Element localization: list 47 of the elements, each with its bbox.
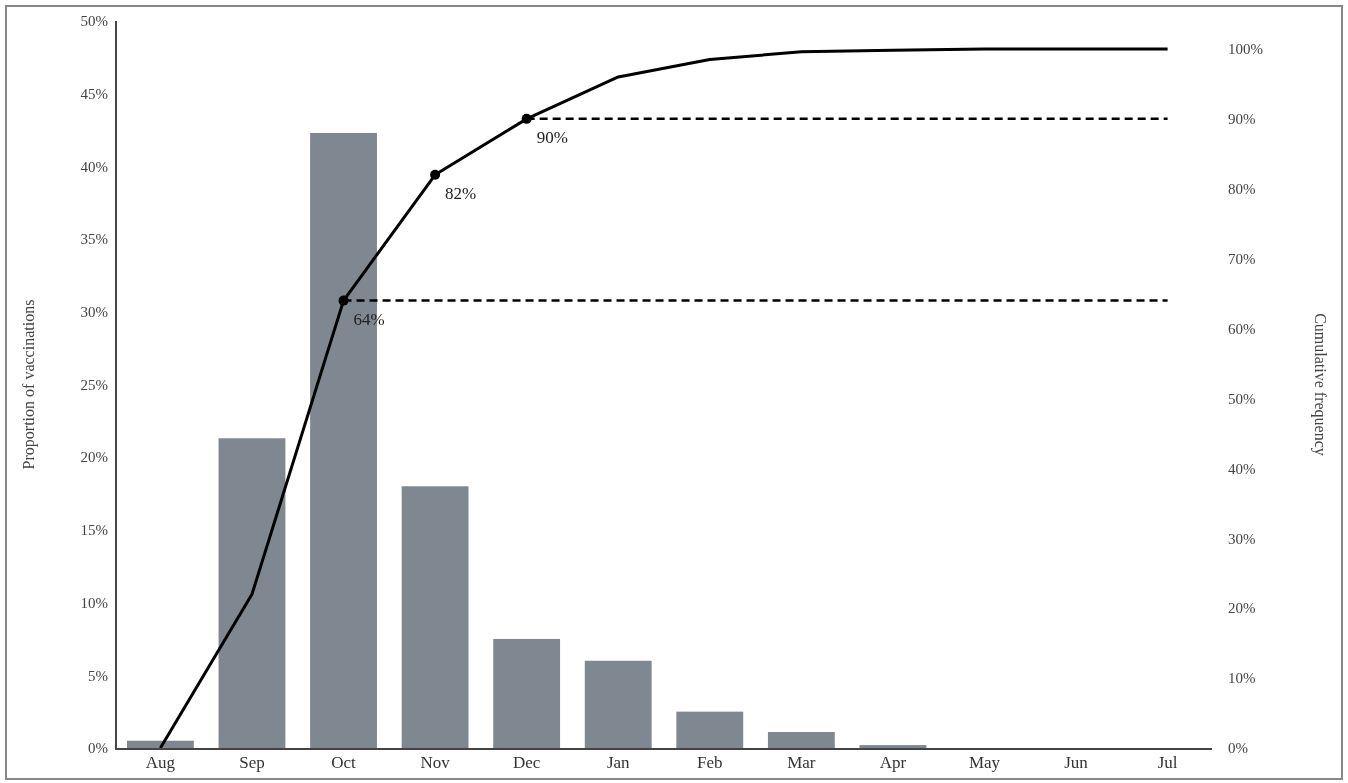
y-tick-label: 15%: [80, 522, 108, 539]
y-tick-label: 45%: [80, 85, 108, 102]
annotation: 82%: [445, 183, 477, 203]
y2-tick-label: 90%: [1228, 111, 1256, 128]
x-tick-label: Mar: [787, 753, 816, 772]
bar: [767, 732, 835, 748]
y-tick-label: 25%: [80, 376, 108, 393]
bar: [493, 638, 561, 748]
bar: [676, 711, 744, 748]
y-tick-label: 10%: [80, 594, 108, 611]
bar: [218, 438, 286, 748]
bar: [126, 740, 194, 748]
y2-tick-label: 20%: [1228, 600, 1256, 617]
x-tick-label: Apr: [879, 753, 907, 772]
y2-tick-label: 100%: [1228, 41, 1263, 58]
y2-tick-label: 80%: [1228, 181, 1256, 198]
y-tick-label: 40%: [80, 158, 108, 175]
y2-tick-label: 30%: [1228, 530, 1256, 547]
y-tick-label: 35%: [80, 231, 108, 248]
x-tick-label: Sep: [239, 753, 265, 772]
x-tick-label: Jul: [1157, 753, 1178, 772]
x-tick-label: Jan: [606, 753, 631, 772]
bar: [584, 660, 652, 748]
bar: [859, 745, 927, 748]
y2-tick-label: 70%: [1228, 250, 1256, 267]
x-tick-label: Aug: [145, 753, 176, 772]
y-tick-label: 30%: [80, 304, 108, 321]
y-tick-label: 20%: [80, 449, 108, 466]
y2-tick-label: 60%: [1228, 320, 1256, 337]
bar: [401, 486, 469, 748]
y-tick-label: 0%: [88, 740, 108, 757]
y2-tick-label: 50%: [1228, 390, 1256, 407]
y-tick-label: 5%: [88, 667, 108, 684]
y-tick-label: 50%: [80, 13, 108, 30]
x-tick-label: Oct: [331, 753, 357, 772]
x-tick-label: May: [968, 753, 1001, 772]
y2-axis-title: Cumulative frequency: [1311, 313, 1329, 456]
x-tick-label: Nov: [420, 753, 451, 772]
line-series: [158, 47, 1170, 750]
y2-tick-label: 0%: [1228, 740, 1248, 757]
x-tick-label: Jun: [1064, 753, 1089, 772]
annotation: 90%: [536, 127, 568, 147]
y-axis-title: Proportion of vaccinations: [20, 299, 38, 470]
y2-tick-label: 10%: [1228, 670, 1256, 687]
y2-tick-label: 40%: [1228, 460, 1256, 477]
x-tick-label: Dec: [512, 753, 541, 772]
x-tick-label: Feb: [697, 753, 723, 772]
